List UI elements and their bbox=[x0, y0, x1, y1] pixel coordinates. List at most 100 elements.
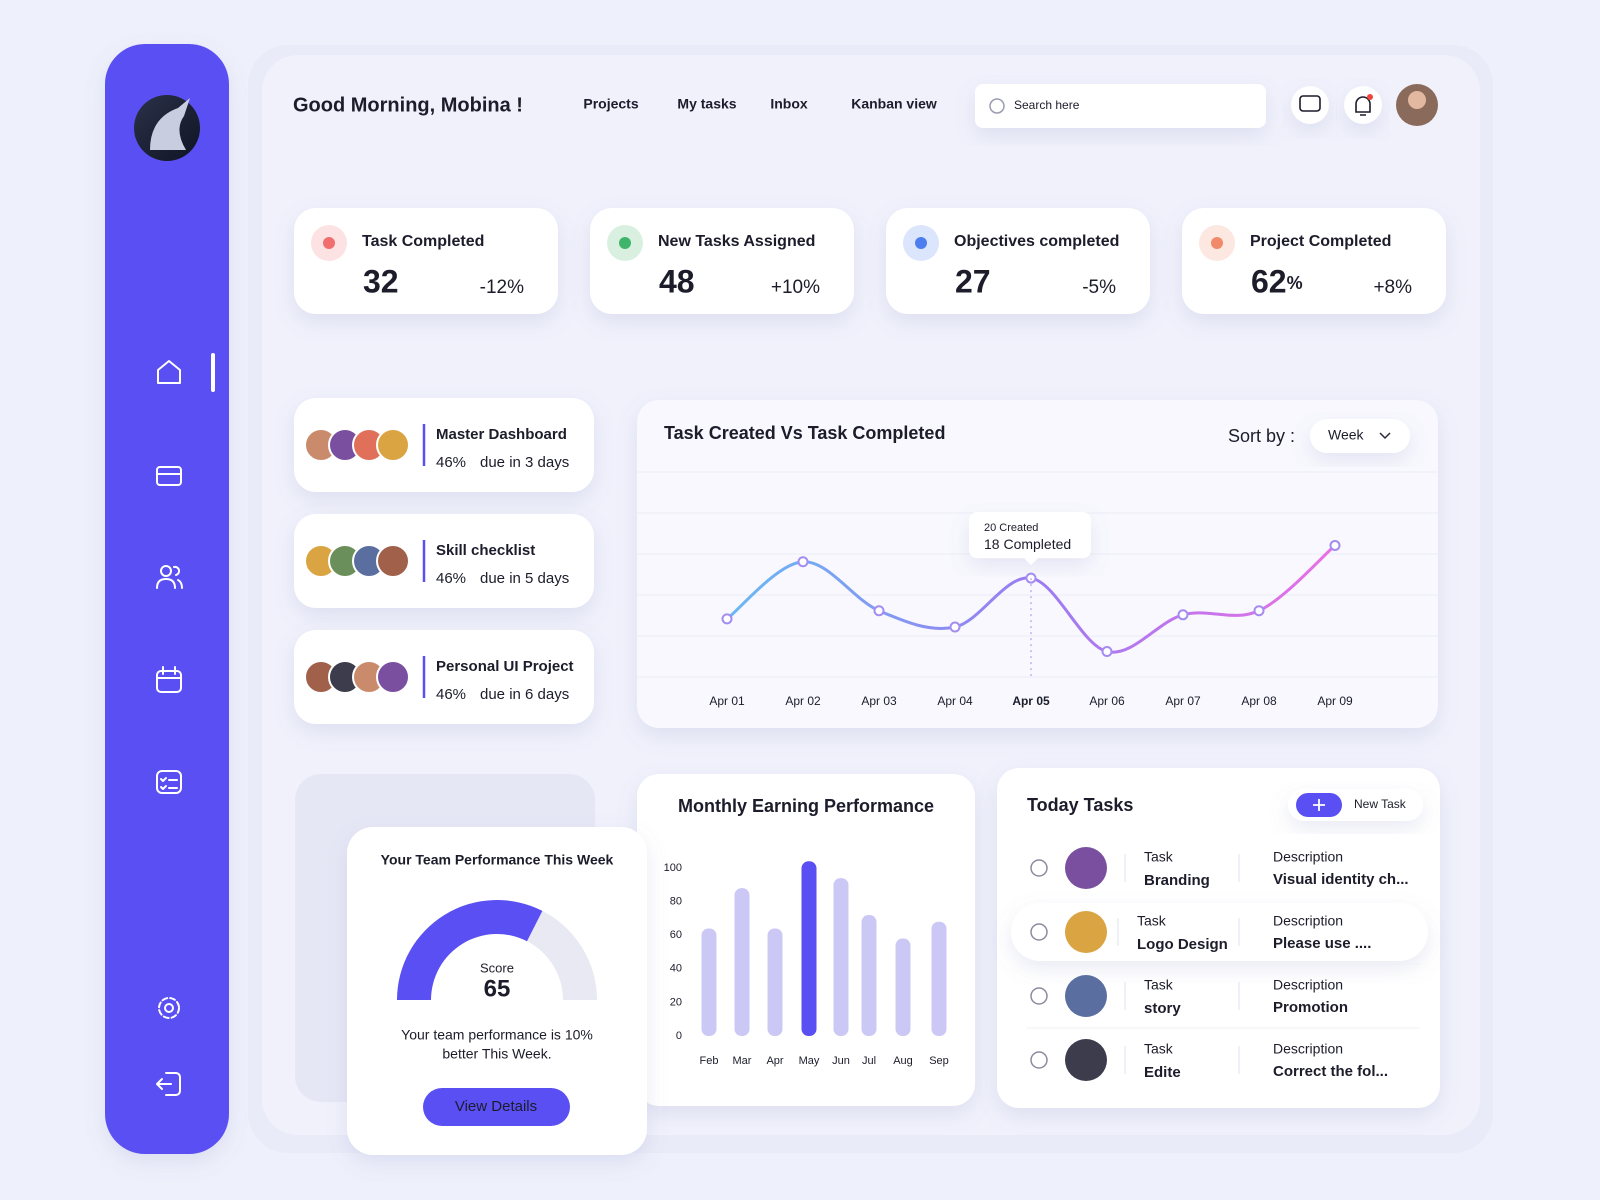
project-name: Skill checklist bbox=[436, 542, 535, 559]
bar bbox=[931, 921, 947, 1036]
sidebar bbox=[105, 44, 229, 1154]
stat-unit: % bbox=[1287, 273, 1303, 293]
tooltip-arrow bbox=[1024, 558, 1038, 566]
task-name: Branding bbox=[1144, 872, 1210, 889]
line-point bbox=[1253, 605, 1265, 617]
line-point bbox=[721, 613, 733, 625]
stat-title: New Tasks Assigned bbox=[658, 233, 815, 250]
task-name: story bbox=[1144, 1000, 1181, 1017]
stat-title: Objectives completed bbox=[954, 233, 1119, 250]
nav-link[interactable]: Kanban view bbox=[851, 96, 937, 112]
task-checkbox[interactable] bbox=[1030, 923, 1048, 941]
stat-icon bbox=[1211, 237, 1223, 249]
x-tick-label: Jul bbox=[862, 1055, 876, 1067]
description-label: Description bbox=[1273, 977, 1343, 993]
notification-button[interactable] bbox=[1344, 86, 1382, 124]
new-task-label[interactable]: New Task bbox=[1354, 797, 1407, 811]
task-checkbox[interactable] bbox=[1030, 1051, 1048, 1069]
search-icon bbox=[989, 98, 1005, 114]
sort-label: Sort by : bbox=[1228, 426, 1295, 446]
line-point bbox=[873, 605, 885, 617]
x-tick-label: Sep bbox=[929, 1055, 949, 1067]
stat-value: 32 bbox=[363, 263, 399, 299]
project-card bbox=[294, 514, 594, 608]
plus-icon bbox=[1313, 799, 1325, 811]
member-avatar bbox=[376, 544, 410, 578]
project-card bbox=[294, 630, 594, 724]
chart-title: Task Created Vs Task Completed bbox=[664, 423, 945, 443]
x-tick-label: Apr 08 bbox=[1241, 694, 1277, 708]
bar bbox=[701, 928, 717, 1036]
gauge-label: Score bbox=[480, 960, 514, 975]
line-point bbox=[797, 556, 809, 568]
project-due: due in 3 days bbox=[480, 454, 569, 471]
nav-link[interactable]: Projects bbox=[583, 96, 638, 112]
x-tick-label: Apr 06 bbox=[1089, 694, 1125, 708]
y-tick-label: 20 bbox=[670, 996, 682, 1008]
bar bbox=[767, 928, 783, 1036]
description-text: Visual identity ch... bbox=[1273, 871, 1409, 888]
tasks-title: Today Tasks bbox=[1027, 795, 1133, 815]
project-name: Master Dashboard bbox=[436, 426, 567, 443]
checklist-icon[interactable] bbox=[156, 770, 182, 794]
bar bbox=[833, 878, 849, 1036]
y-tick-label: 0 bbox=[676, 1030, 682, 1042]
bar bbox=[895, 938, 911, 1036]
message-icon bbox=[1299, 95, 1321, 112]
sort-dropdown[interactable] bbox=[1310, 419, 1410, 453]
notification-dot bbox=[1367, 94, 1373, 100]
bar bbox=[801, 861, 817, 1036]
x-tick-label: Jun bbox=[832, 1055, 850, 1067]
task-label: Task bbox=[1137, 913, 1167, 929]
y-tick-label: 100 bbox=[664, 862, 682, 874]
x-tick-label: Apr 01 bbox=[709, 694, 745, 708]
project-due: due in 5 days bbox=[480, 570, 569, 587]
nav-link[interactable]: Inbox bbox=[770, 96, 808, 112]
home-icon[interactable] bbox=[157, 360, 181, 384]
sort-value: Week bbox=[1328, 427, 1365, 443]
project-progress: 46% bbox=[436, 454, 466, 471]
task-checkbox[interactable] bbox=[1030, 859, 1048, 877]
search-placeholder: Search here bbox=[1014, 98, 1080, 112]
x-tick-label: Apr 02 bbox=[785, 694, 821, 708]
message-button[interactable] bbox=[1291, 86, 1329, 124]
x-tick-label: May bbox=[799, 1055, 820, 1067]
stat-value: 27 bbox=[955, 263, 991, 299]
bar bbox=[734, 888, 750, 1036]
x-tick-label: Apr 07 bbox=[1165, 694, 1201, 708]
project-progress: 46% bbox=[436, 570, 466, 587]
task-label: Task bbox=[1144, 977, 1174, 993]
logo[interactable] bbox=[134, 95, 200, 161]
calendar-icon[interactable] bbox=[156, 666, 182, 693]
line-point bbox=[1329, 539, 1341, 551]
project-progress: 46% bbox=[436, 686, 466, 703]
search-box[interactable] bbox=[975, 84, 1266, 128]
gauge-title: Your Team Performance This Week bbox=[381, 852, 614, 868]
stat-card bbox=[1182, 208, 1446, 314]
stat-change: -12% bbox=[480, 277, 524, 298]
task-name: Logo Design bbox=[1137, 936, 1228, 953]
task-avatar bbox=[1065, 975, 1107, 1017]
member-avatar bbox=[376, 660, 410, 694]
task-avatar bbox=[1065, 1039, 1107, 1081]
view-details-label[interactable]: View Details bbox=[455, 1098, 537, 1115]
stat-icon bbox=[915, 237, 927, 249]
nav-link[interactable]: My tasks bbox=[677, 96, 736, 112]
stat-card bbox=[294, 208, 558, 314]
x-tick-label: Apr bbox=[766, 1055, 783, 1067]
logout-icon[interactable] bbox=[156, 1072, 181, 1096]
settings-icon[interactable] bbox=[158, 997, 180, 1019]
task-checkbox[interactable] bbox=[1030, 987, 1048, 1005]
card-icon[interactable] bbox=[156, 466, 182, 486]
x-tick-label: Aug bbox=[893, 1055, 913, 1067]
task-name: Edite bbox=[1144, 1064, 1181, 1081]
x-tick-label: Mar bbox=[733, 1055, 752, 1067]
y-tick-label: 40 bbox=[670, 963, 682, 975]
gauge-fill bbox=[397, 900, 543, 1000]
view-details-button[interactable] bbox=[423, 1088, 570, 1126]
content: Projects My tasks Inbox Kanban view Task Com… bbox=[294, 96, 1446, 1155]
gauge-value: 65 bbox=[484, 975, 511, 1002]
users-icon[interactable] bbox=[156, 565, 183, 589]
stat-title: Project Completed bbox=[1250, 233, 1391, 250]
task-label: Task bbox=[1144, 1041, 1174, 1057]
